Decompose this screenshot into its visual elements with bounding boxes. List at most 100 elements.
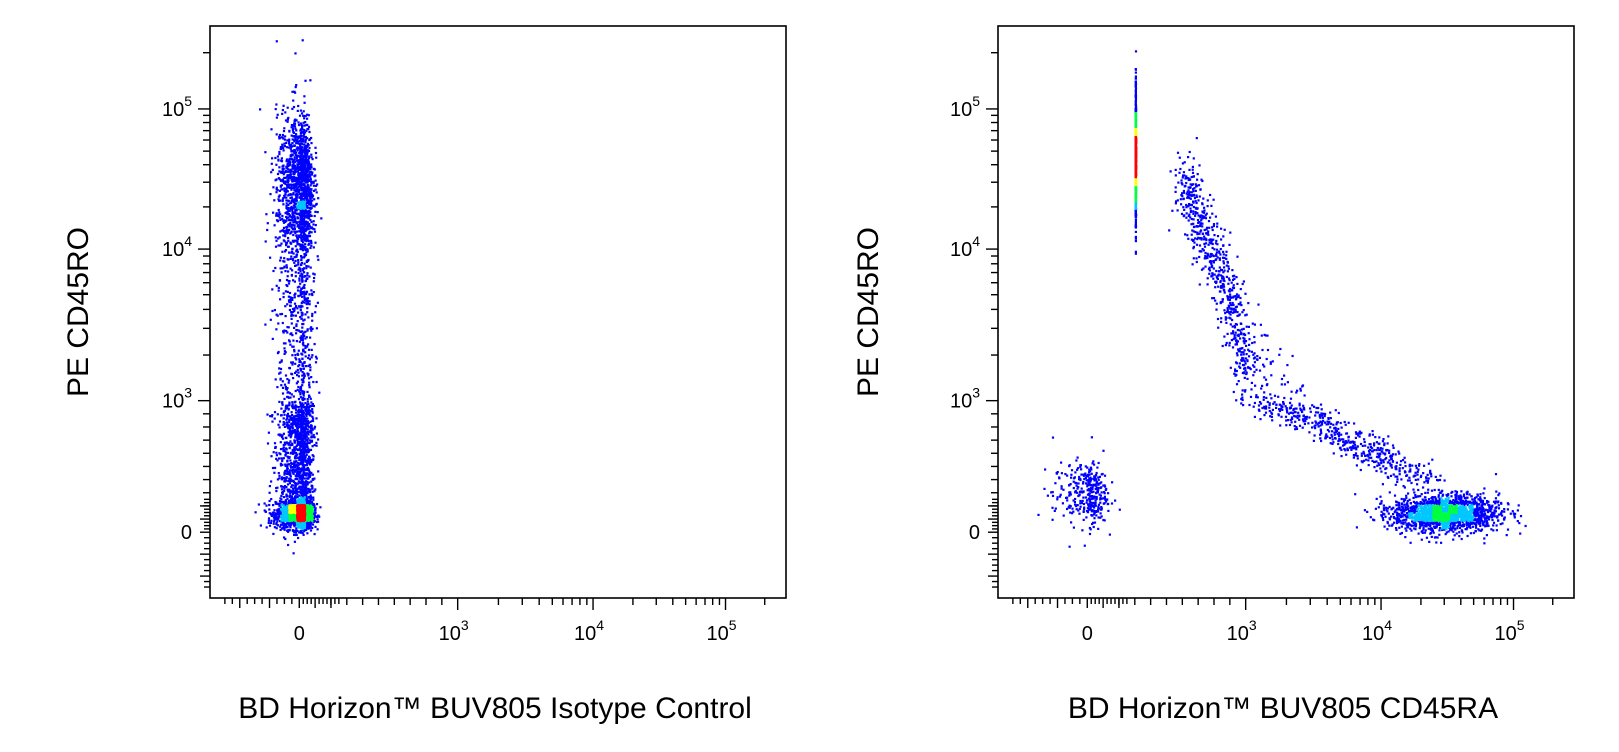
data-point (298, 172, 301, 175)
data-point (304, 79, 307, 82)
data-point (277, 237, 280, 240)
data-point (308, 223, 311, 226)
data-point (300, 468, 303, 471)
data-point (1278, 353, 1281, 356)
data-point (1134, 75, 1137, 78)
data-point (303, 128, 306, 132)
data-point (268, 499, 271, 503)
data-point (1410, 529, 1413, 532)
data-point (1494, 473, 1498, 476)
data-point (1279, 424, 1282, 427)
data-point (290, 451, 293, 454)
data-point (288, 447, 291, 450)
data-point (302, 158, 305, 161)
data-point (311, 415, 314, 418)
data-point (287, 427, 290, 430)
data-point (309, 327, 312, 330)
data-point (259, 108, 262, 111)
data-point (1279, 347, 1282, 351)
data-point (300, 187, 303, 190)
data-point (301, 305, 304, 308)
data-point (1386, 528, 1389, 531)
data-point (1086, 466, 1089, 469)
data-point (299, 218, 302, 221)
data-point (300, 275, 304, 278)
data-point (275, 116, 278, 119)
data-point (296, 477, 299, 481)
data-point (1108, 533, 1111, 536)
data-point (274, 445, 277, 449)
data-point (301, 238, 304, 241)
data-point (289, 434, 293, 437)
data-point (270, 519, 273, 522)
data-point (286, 275, 289, 278)
data-point (299, 109, 302, 112)
data-point (291, 427, 295, 430)
data-point (296, 388, 299, 391)
data-point (286, 404, 289, 407)
data-point (291, 401, 294, 404)
data-point (278, 507, 281, 510)
data-point (286, 331, 289, 334)
data-point (1200, 178, 1203, 181)
data-point (297, 268, 300, 271)
data-point (306, 153, 309, 156)
data-point (300, 461, 304, 464)
data-point (302, 186, 305, 189)
data-point (278, 150, 281, 154)
data-point (1495, 490, 1498, 493)
data-point (289, 519, 292, 522)
data-point (304, 230, 307, 233)
data-point (291, 128, 294, 132)
data-point (313, 477, 316, 480)
data-point (296, 425, 299, 428)
data-point (287, 213, 290, 216)
data-point (309, 500, 312, 503)
data-point (1355, 526, 1358, 529)
data-point (300, 152, 303, 155)
data-point (292, 193, 295, 196)
data-point (289, 168, 292, 171)
data-point (1198, 283, 1201, 286)
data-point (1492, 521, 1496, 524)
data-point (287, 391, 290, 394)
data-point (1134, 68, 1137, 71)
data-point (1309, 407, 1312, 410)
data-point (291, 417, 294, 421)
data-point (1485, 534, 1488, 537)
data-point (307, 487, 310, 490)
data-point (293, 144, 296, 147)
data-point (285, 519, 288, 522)
data-point (1432, 531, 1435, 534)
data-point (278, 166, 281, 169)
data-point (306, 181, 309, 184)
data-point (283, 479, 286, 482)
data-point (281, 198, 284, 201)
data-point (285, 464, 288, 467)
data-point (1495, 529, 1498, 532)
data-point (275, 163, 278, 166)
data-point (1291, 354, 1294, 358)
data-point (310, 515, 313, 518)
data-point (305, 336, 308, 339)
data-point (292, 509, 295, 512)
data-point (291, 211, 294, 214)
data-point (307, 199, 310, 202)
data-point (284, 250, 287, 253)
data-point (273, 471, 276, 474)
data-point (289, 475, 292, 478)
data-point (1399, 532, 1402, 535)
data-point (281, 109, 284, 112)
data-point (297, 514, 300, 517)
data-point (284, 526, 287, 529)
data-point (295, 358, 298, 361)
data-point (296, 238, 300, 241)
data-point (308, 165, 311, 168)
data-point (301, 338, 304, 341)
data-point (1490, 528, 1493, 531)
data-point (279, 434, 282, 437)
data-point (302, 426, 305, 429)
data-point (1509, 512, 1512, 515)
data-point (305, 414, 308, 417)
data-point (1347, 421, 1350, 424)
